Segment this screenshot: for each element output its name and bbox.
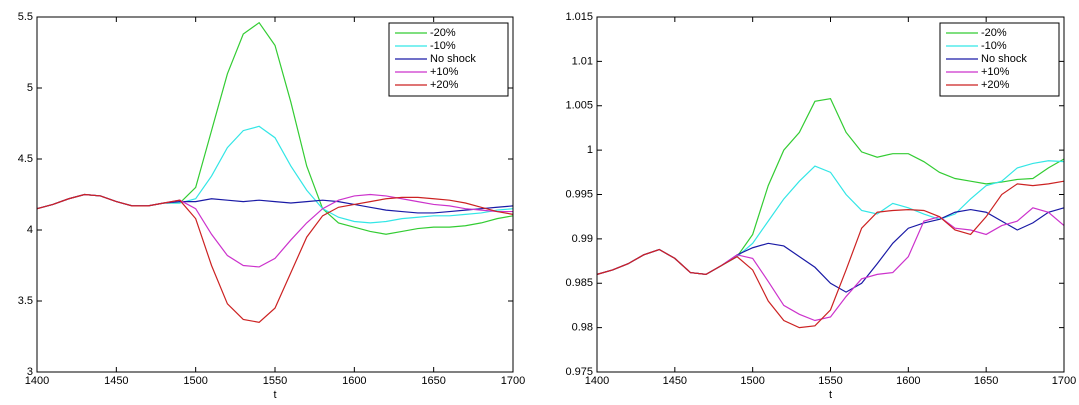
x-tick-label: 1450 (104, 375, 128, 387)
legend-label: +10% (430, 66, 459, 78)
x-tick-label: 1700 (1052, 375, 1076, 387)
y-tick-label: 4 (27, 224, 33, 236)
y-tick-label: 3 (27, 366, 33, 378)
y-tick-label: 0.975 (565, 366, 593, 378)
legend-label: +20% (981, 79, 1010, 91)
y-tick-label: 5 (27, 82, 33, 94)
y-tick-label: 4.5 (18, 153, 33, 165)
y-tick-label: 0.98 (572, 322, 593, 334)
legend-label: No shock (430, 53, 476, 65)
y-tick-label: 0.99 (572, 233, 593, 245)
legend-label: -10% (430, 40, 456, 52)
x-tick-label: 1650 (421, 375, 445, 387)
legend-label: -20% (981, 27, 1007, 39)
y-tick-label: 0.995 (565, 188, 593, 200)
legend-label: +20% (430, 79, 459, 91)
x-tick-label: 1450 (663, 375, 687, 387)
x-tick-label: 1400 (25, 375, 49, 387)
x-tick-label: 1550 (263, 375, 287, 387)
y-tick-label: 0.985 (565, 277, 593, 289)
x-tick-label: 1700 (501, 375, 525, 387)
legend-label: No shock (981, 53, 1027, 65)
x-tick-label: 1600 (342, 375, 366, 387)
y-tick-label: 3.5 (18, 295, 33, 307)
legend-label: -20% (430, 27, 456, 39)
x-tick-label: 1600 (896, 375, 920, 387)
legend-label: +10% (981, 66, 1010, 78)
legend-label: -10% (981, 40, 1007, 52)
x-tick-label: 1400 (585, 375, 609, 387)
x-tick-label: 1500 (183, 375, 207, 387)
y-tick-label: 5.5 (18, 11, 33, 23)
series-line (36, 193, 514, 323)
x-axis-label: t (829, 389, 832, 401)
x-tick-label: 1550 (818, 375, 842, 387)
series-line (596, 180, 1065, 329)
y-tick-label: 1.01 (572, 55, 593, 67)
x-tick-label: 1500 (740, 375, 764, 387)
y-tick-label: 1.005 (565, 100, 593, 112)
x-axis-label: t (273, 389, 276, 401)
x-tick-label: 1650 (974, 375, 998, 387)
y-tick-label: 1 (587, 144, 593, 156)
y-tick-label: 1.015 (565, 11, 593, 23)
